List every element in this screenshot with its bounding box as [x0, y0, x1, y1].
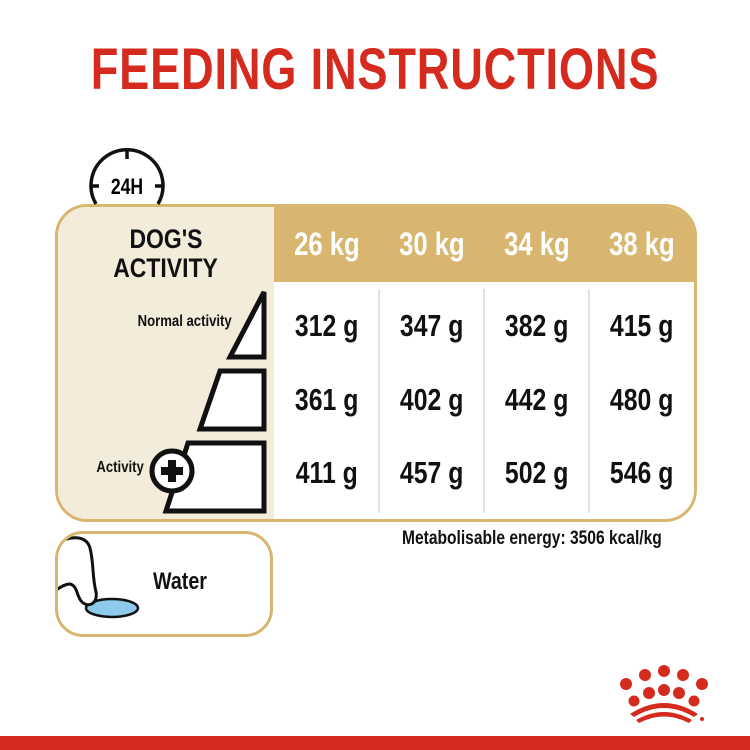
feeding-table: DOG'S ACTIVITY Normal activity Activity … — [55, 204, 697, 522]
table-cell: 457 g — [399, 455, 464, 490]
activity-header: DOG'S ACTIVITY — [58, 225, 274, 283]
table-cell: 480 g — [609, 382, 674, 417]
table-cell: 361 g — [294, 382, 359, 417]
normal-activity-label: Normal activity — [137, 313, 232, 330]
activity-header-line2: ACTIVITY — [113, 253, 219, 283]
column-divider — [378, 289, 380, 513]
clock-24h-icon: 24H — [89, 148, 165, 205]
dog-paw-drinking-icon — [58, 536, 140, 619]
activity-label: Activity — [96, 459, 144, 476]
weight-header — [274, 207, 694, 282]
plus-circle-icon — [149, 448, 195, 494]
clock-label: 24H — [111, 175, 143, 199]
column-divider — [483, 289, 485, 513]
activity-panel: DOG'S ACTIVITY Normal activity Activity — [58, 207, 274, 519]
column-header: 30 kg — [398, 226, 465, 262]
table-cell: 402 g — [399, 382, 464, 417]
activity-pyramid-icon — [149, 290, 267, 514]
table-cell: 502 g — [504, 455, 569, 490]
water-box: Water — [55, 531, 273, 637]
table-cell: 312 g — [294, 308, 359, 343]
table-cell: 546 g — [609, 455, 674, 490]
activity-header-line1: DOG'S — [129, 224, 203, 254]
column-header: 38 kg — [608, 226, 675, 262]
table-cell: 442 g — [504, 382, 569, 417]
table-cell: 347 g — [399, 308, 464, 343]
footer-red-bar — [0, 736, 750, 750]
column-header: 26 kg — [293, 226, 360, 262]
royal-canin-crown-logo — [620, 665, 708, 723]
column-header: 34 kg — [503, 226, 570, 262]
water-label: Water — [153, 568, 207, 595]
table-cell: 411 g — [295, 455, 358, 490]
table-cell: 415 g — [609, 308, 674, 343]
metabolisable-energy: Metabolisable energy: 3506 kcal/kg — [402, 528, 662, 549]
table-cell: 382 g — [504, 308, 569, 343]
page-title: FEEDING INSTRUCTIONS — [90, 37, 660, 102]
column-divider — [588, 289, 590, 513]
